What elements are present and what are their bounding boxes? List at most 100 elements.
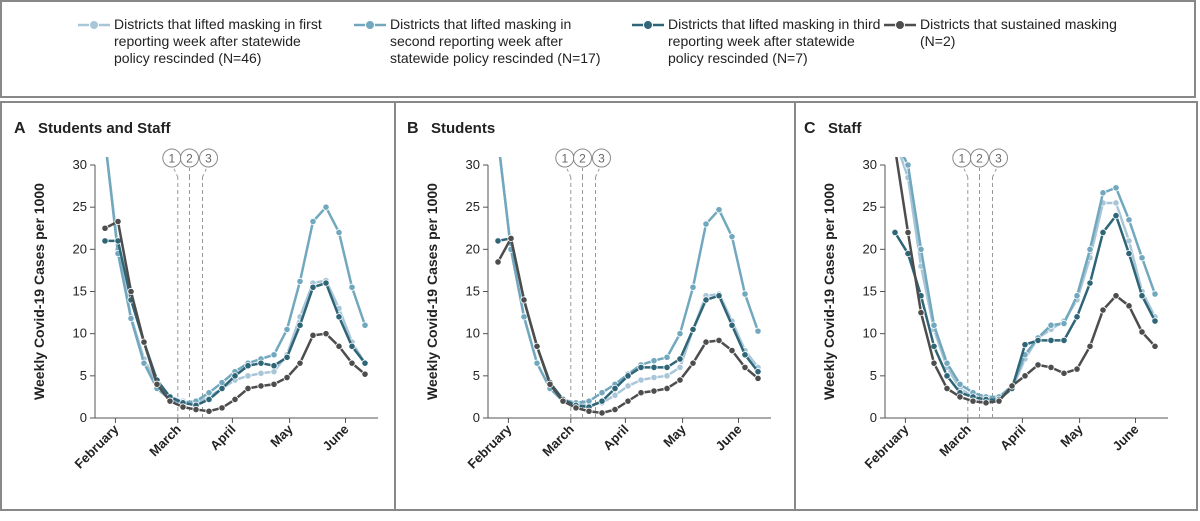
point	[1021, 372, 1029, 380]
point	[1021, 341, 1029, 349]
point	[598, 409, 606, 417]
panels-frame	[0, 101, 1198, 511]
point	[1112, 212, 1120, 220]
legend-swatch	[78, 20, 110, 30]
point	[1008, 382, 1016, 390]
y-axis-label: Weekly Covid-19 Cases per 1000	[31, 183, 47, 400]
x-tick-label: May	[1057, 421, 1086, 450]
point	[494, 237, 502, 245]
point	[930, 321, 938, 329]
point	[624, 382, 632, 390]
point	[637, 389, 645, 397]
policy-marker-badge	[592, 148, 611, 168]
point	[1047, 336, 1055, 345]
series-line	[497, 236, 759, 409]
y-tick-label: 5	[473, 368, 480, 383]
y-axis-label: Weekly Covid-19 Cases per 1000	[821, 183, 837, 400]
point	[1047, 321, 1055, 329]
point	[995, 397, 1003, 405]
policy-marker-label: 3	[205, 152, 212, 166]
point	[917, 245, 925, 253]
point	[244, 384, 252, 393]
plot-area	[494, 157, 762, 417]
point	[1034, 336, 1042, 345]
x-tick-label: March	[146, 421, 184, 459]
point	[520, 313, 528, 321]
y-tick-label: 20	[466, 241, 480, 256]
point	[754, 368, 762, 376]
point	[270, 380, 278, 388]
x-tick-label: February	[72, 421, 122, 471]
point	[676, 330, 684, 338]
point	[715, 206, 723, 214]
point	[335, 228, 343, 237]
point	[728, 346, 736, 355]
point	[585, 407, 593, 415]
point	[270, 362, 278, 370]
point	[1112, 199, 1120, 207]
point	[322, 330, 330, 338]
panel: B Students Weekly Covid-19 Cases per 1000 0…	[407, 120, 771, 471]
point	[1099, 228, 1107, 237]
point	[348, 359, 356, 367]
policy-marker-label: 2	[186, 152, 193, 166]
point	[335, 342, 343, 350]
point	[507, 234, 515, 242]
legend-swatch	[354, 20, 386, 30]
x-tick-label: March	[936, 421, 974, 459]
point	[1112, 184, 1120, 192]
point	[1125, 216, 1133, 224]
y-tick-label: 15	[863, 284, 877, 299]
legend-label: Districts that lifted masking in third r…	[668, 16, 881, 66]
point	[1073, 365, 1081, 373]
point	[102, 137, 108, 143]
point	[546, 380, 554, 388]
point	[257, 382, 265, 390]
y-tick-label: 15	[466, 284, 480, 299]
x-tick-label: February	[862, 421, 912, 471]
y-tick-label: 0	[870, 410, 877, 425]
policy-marker-badge	[180, 148, 199, 168]
point	[1099, 189, 1107, 197]
point	[728, 233, 736, 241]
point	[192, 405, 200, 414]
plot-area	[101, 137, 369, 415]
legend-entry: Districts that lifted masking in third r…	[632, 16, 888, 67]
point	[309, 217, 317, 226]
legend: Districts that lifted masking in first r…	[0, 0, 1196, 98]
policy-marker-label: 3	[598, 152, 605, 166]
point	[650, 357, 658, 365]
point	[676, 355, 684, 363]
point	[270, 351, 278, 359]
point	[611, 384, 619, 393]
point	[943, 359, 951, 367]
legend-label: Districts that lifted masking in first r…	[114, 16, 322, 66]
point	[598, 389, 606, 397]
point	[231, 395, 239, 404]
panel-label: A	[14, 120, 26, 137]
legend-label: Districts that sustained masking (N=2)	[920, 16, 1117, 49]
point	[218, 384, 226, 393]
point	[361, 359, 369, 367]
point	[956, 393, 964, 401]
point	[650, 363, 658, 371]
policy-marker-label: 3	[995, 152, 1002, 166]
point	[102, 137, 108, 143]
y-tick-label: 30	[73, 157, 87, 172]
point	[741, 363, 749, 371]
x-tick-label: February	[465, 421, 515, 471]
point	[676, 376, 684, 384]
point	[663, 363, 671, 371]
point	[114, 217, 122, 226]
policy-marker-leader	[171, 163, 179, 178]
point	[892, 137, 898, 143]
policy-marker-badge	[970, 148, 989, 168]
y-tick-label: 10	[863, 326, 877, 341]
point	[650, 387, 658, 395]
point	[1034, 361, 1042, 369]
y-tick-label: 30	[863, 157, 877, 172]
point	[270, 368, 278, 376]
point	[663, 353, 671, 361]
